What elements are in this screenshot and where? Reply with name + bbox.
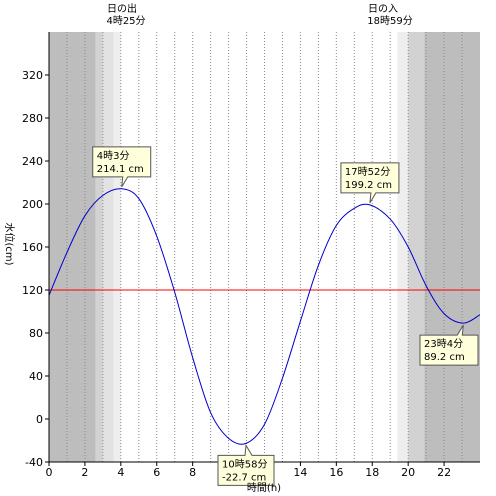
x-tick-label: 14 [293,466,307,479]
annotation-value: 199.2 cm [345,180,392,191]
shade-band-night [424,32,480,462]
annotation-low-tide-1: 10時58分 -22.7 cm [217,443,275,486]
shade-band-twilight [102,32,114,462]
annotation-time: 17時52分 [345,166,390,178]
y-tick-label: 240 [22,155,43,168]
y-tick-label: 120 [22,284,43,297]
annotation-high-tide-2: 17時52分 199.2 cm [340,162,400,204]
x-tick-label: 22 [437,466,451,479]
tide-line [48,188,481,445]
series-group [48,188,481,445]
x-axis-title: 時間(h) [247,482,281,494]
annotation-box [419,324,479,366]
sunrise-label: 日の出 [107,2,137,15]
shade-band-twilight-light [113,32,121,462]
x-tick-label: 6 [153,466,160,479]
x-tick-label: 20 [401,466,415,479]
x-tick-label: 16 [329,466,343,479]
annotation-box [92,146,152,188]
y-tick-label: 0 [36,413,43,426]
annotation-time: 4時3分 [97,150,130,162]
annotation-high-tide-1: 4時3分 214.1 cm [92,146,152,188]
shade-band-night [49,32,96,462]
annotation-box [340,162,400,204]
y-axis-title: 水位(cm) [3,222,16,265]
shade-band-twilight-light [397,32,409,462]
annotation-value: -22.7 cm [222,472,266,483]
y-tick-label: 200 [22,198,43,211]
annotation-box [217,443,275,486]
annotation-time: 23時4分 [424,338,463,350]
sunset-label: 日の入 [368,4,398,15]
y-tick-label: 80 [29,327,43,340]
annotation-low-tide-2: 23時4分 89.2 cm [419,324,479,366]
annotation-time: 10時58分 [222,458,267,470]
annotations: 4時3分 214.1 cm 10時58分 -22.7 cm 17時52分 199.2 cm… [92,146,479,486]
annotation-value: 89.2 cm [424,352,465,363]
x-tick-label: 2 [81,466,88,479]
y-tick-label: 320 [22,69,43,82]
x-tick-label: 18 [365,466,379,479]
y-tick-label: 280 [22,112,43,125]
shade-band-twilight-dark [95,32,103,462]
y-tick-label: -40 [25,456,43,469]
sunset-time: 18時59分 [367,15,412,27]
annotation-value: 214.1 cm [97,164,144,175]
y-tick-label: 40 [29,370,43,383]
day-night-shading [49,32,480,462]
x-tick-label: 4 [117,466,124,479]
sunrise-time: 4時25分 [106,15,145,27]
y-tick-label: 160 [22,241,43,254]
x-tick-label: 8 [189,466,196,479]
shade-band-twilight [408,32,425,462]
x-tick-label: 0 [46,466,53,479]
